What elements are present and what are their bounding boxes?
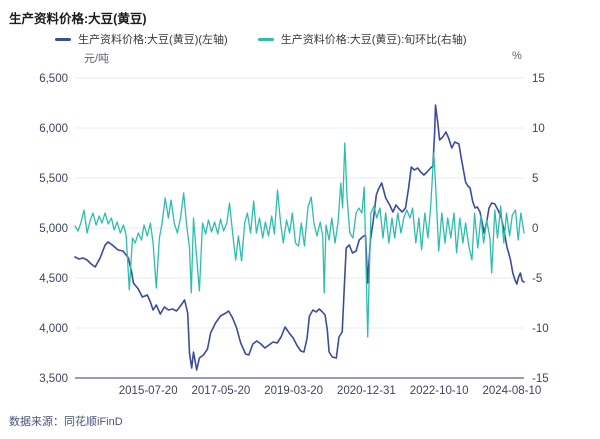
x-axis-tick-label: 2019-03-20 (264, 385, 323, 397)
right-axis-tick-label: 15 (532, 73, 545, 85)
chart-title: 生产资料价格:大豆(黄豆) (9, 12, 147, 26)
left-axis-tick-label: 5,500 (39, 173, 68, 185)
x-axis-tick-label: 2020-12-31 (337, 385, 396, 397)
right-axis-tick-label: -5 (532, 273, 542, 285)
left-axis-tick-label: 6,500 (39, 73, 68, 85)
right-axis-tick-label: 5 (532, 173, 538, 185)
data-source-label: 数据来源：同花顺iFinD (9, 416, 123, 428)
right-axis-tick-label: -15 (532, 373, 549, 385)
right-axis-tick-label: 0 (532, 223, 538, 235)
price-line-marker-icon (55, 37, 71, 41)
x-axis-tick-label: 2015-07-20 (119, 385, 178, 397)
left-axis-tick-label: 5,000 (39, 223, 68, 235)
left-axis-tick-label: 4,000 (39, 323, 68, 335)
right-axis-tick-label: -10 (532, 323, 549, 335)
x-axis-tick-label: 2022-10-10 (410, 385, 469, 397)
pct-line-marker-icon (257, 37, 274, 41)
left-axis-unit-label: 元/吨 (84, 53, 110, 65)
legend-item-pct-change[interactable]: 生产资料价格:大豆(黄豆):旬环比(右轴) (257, 31, 467, 47)
pct-change-line-series (74, 142, 525, 338)
right-axis-unit-label: % (512, 50, 522, 62)
legend-label-pct-change: 生产资料价格:大豆(黄豆):旬环比(右轴) (280, 34, 467, 46)
left-axis-tick-label: 4,500 (39, 273, 68, 285)
left-axis-tick-label: 3,500 (39, 373, 68, 385)
right-axis-tick-label: 10 (532, 123, 545, 135)
x-axis-tick-label: 2024-08-10 (482, 385, 541, 397)
legend-label-price: 生产资料价格:大豆(黄豆)(左轴) (78, 34, 228, 46)
legend-item-price[interactable]: 生产资料价格:大豆(黄豆)(左轴) (55, 31, 228, 47)
x-axis-tick-label: 2017-05-20 (192, 385, 251, 397)
price-line-series (74, 104, 525, 371)
left-axis-tick-label: 6,000 (39, 123, 68, 135)
legend: 生产资料价格:大豆(黄豆)(左轴) 生产资料价格:大豆(黄豆):旬环比(右轴) (55, 31, 466, 47)
